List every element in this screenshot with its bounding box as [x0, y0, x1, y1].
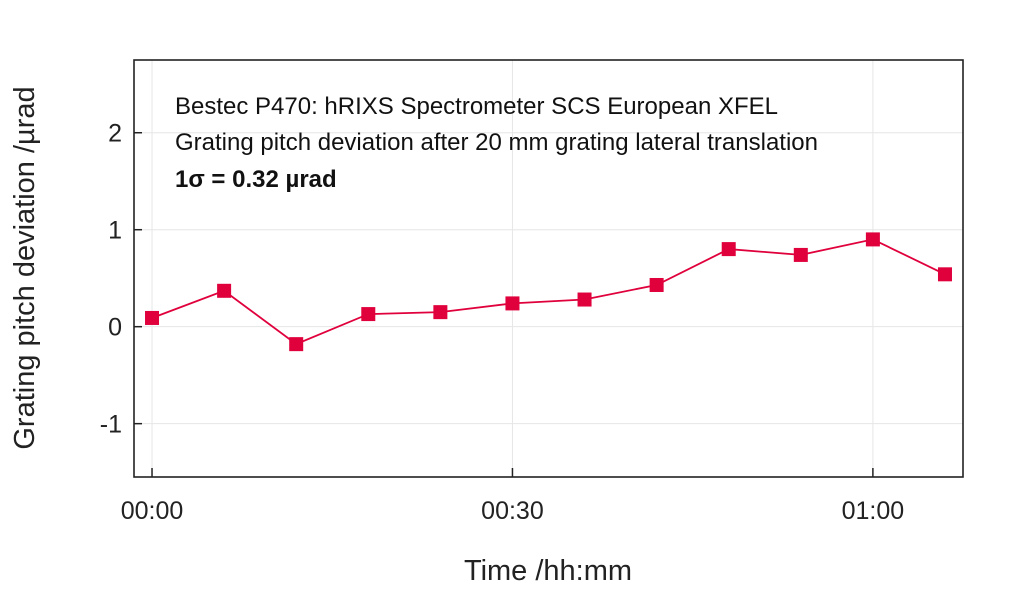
y-tick-label: -1: [100, 411, 122, 439]
y-axis-title: Grating pitch deviation /µrad: [9, 86, 41, 449]
data-point: [937, 267, 952, 282]
annotation-line-1: Bestec P470: hRIXS Spectrometer SCS Euro…: [175, 93, 778, 120]
data-point: [361, 307, 376, 322]
y-tick-label: 1: [108, 217, 122, 245]
grid-lines: [134, 60, 963, 477]
annotation-sigma: 1σ = 0.32 µrad: [175, 166, 337, 193]
data-point: [433, 305, 448, 320]
data-point: [793, 247, 808, 262]
plot-frame: [133, 59, 964, 478]
data-point: [577, 292, 592, 307]
plot-border: [133, 59, 964, 478]
data-point: [865, 232, 880, 247]
x-tick-label: 01:00: [842, 497, 905, 525]
x-tick-label: 00:00: [121, 497, 184, 525]
x-tick-label: 00:30: [481, 497, 544, 525]
data-point: [649, 277, 664, 292]
data-point: [217, 283, 232, 298]
data-point: [505, 296, 520, 311]
annotation-block: Bestec P470: hRIXS Spectrometer SCS Euro…: [175, 93, 818, 193]
data-series: [145, 232, 952, 352]
annotation-line-2: Grating pitch deviation after 20 mm grat…: [175, 129, 818, 156]
x-axis-title: Time /hh:mm: [464, 555, 632, 587]
y-tick-label: 2: [108, 120, 122, 148]
data-point: [721, 242, 736, 257]
data-point: [145, 310, 160, 325]
y-tick-label: 0: [108, 314, 122, 342]
series-line: [151, 238, 946, 346]
axis-ticks: -1 0 1 2 00:00 00:30 01:00: [100, 120, 904, 525]
data-point: [289, 337, 304, 352]
